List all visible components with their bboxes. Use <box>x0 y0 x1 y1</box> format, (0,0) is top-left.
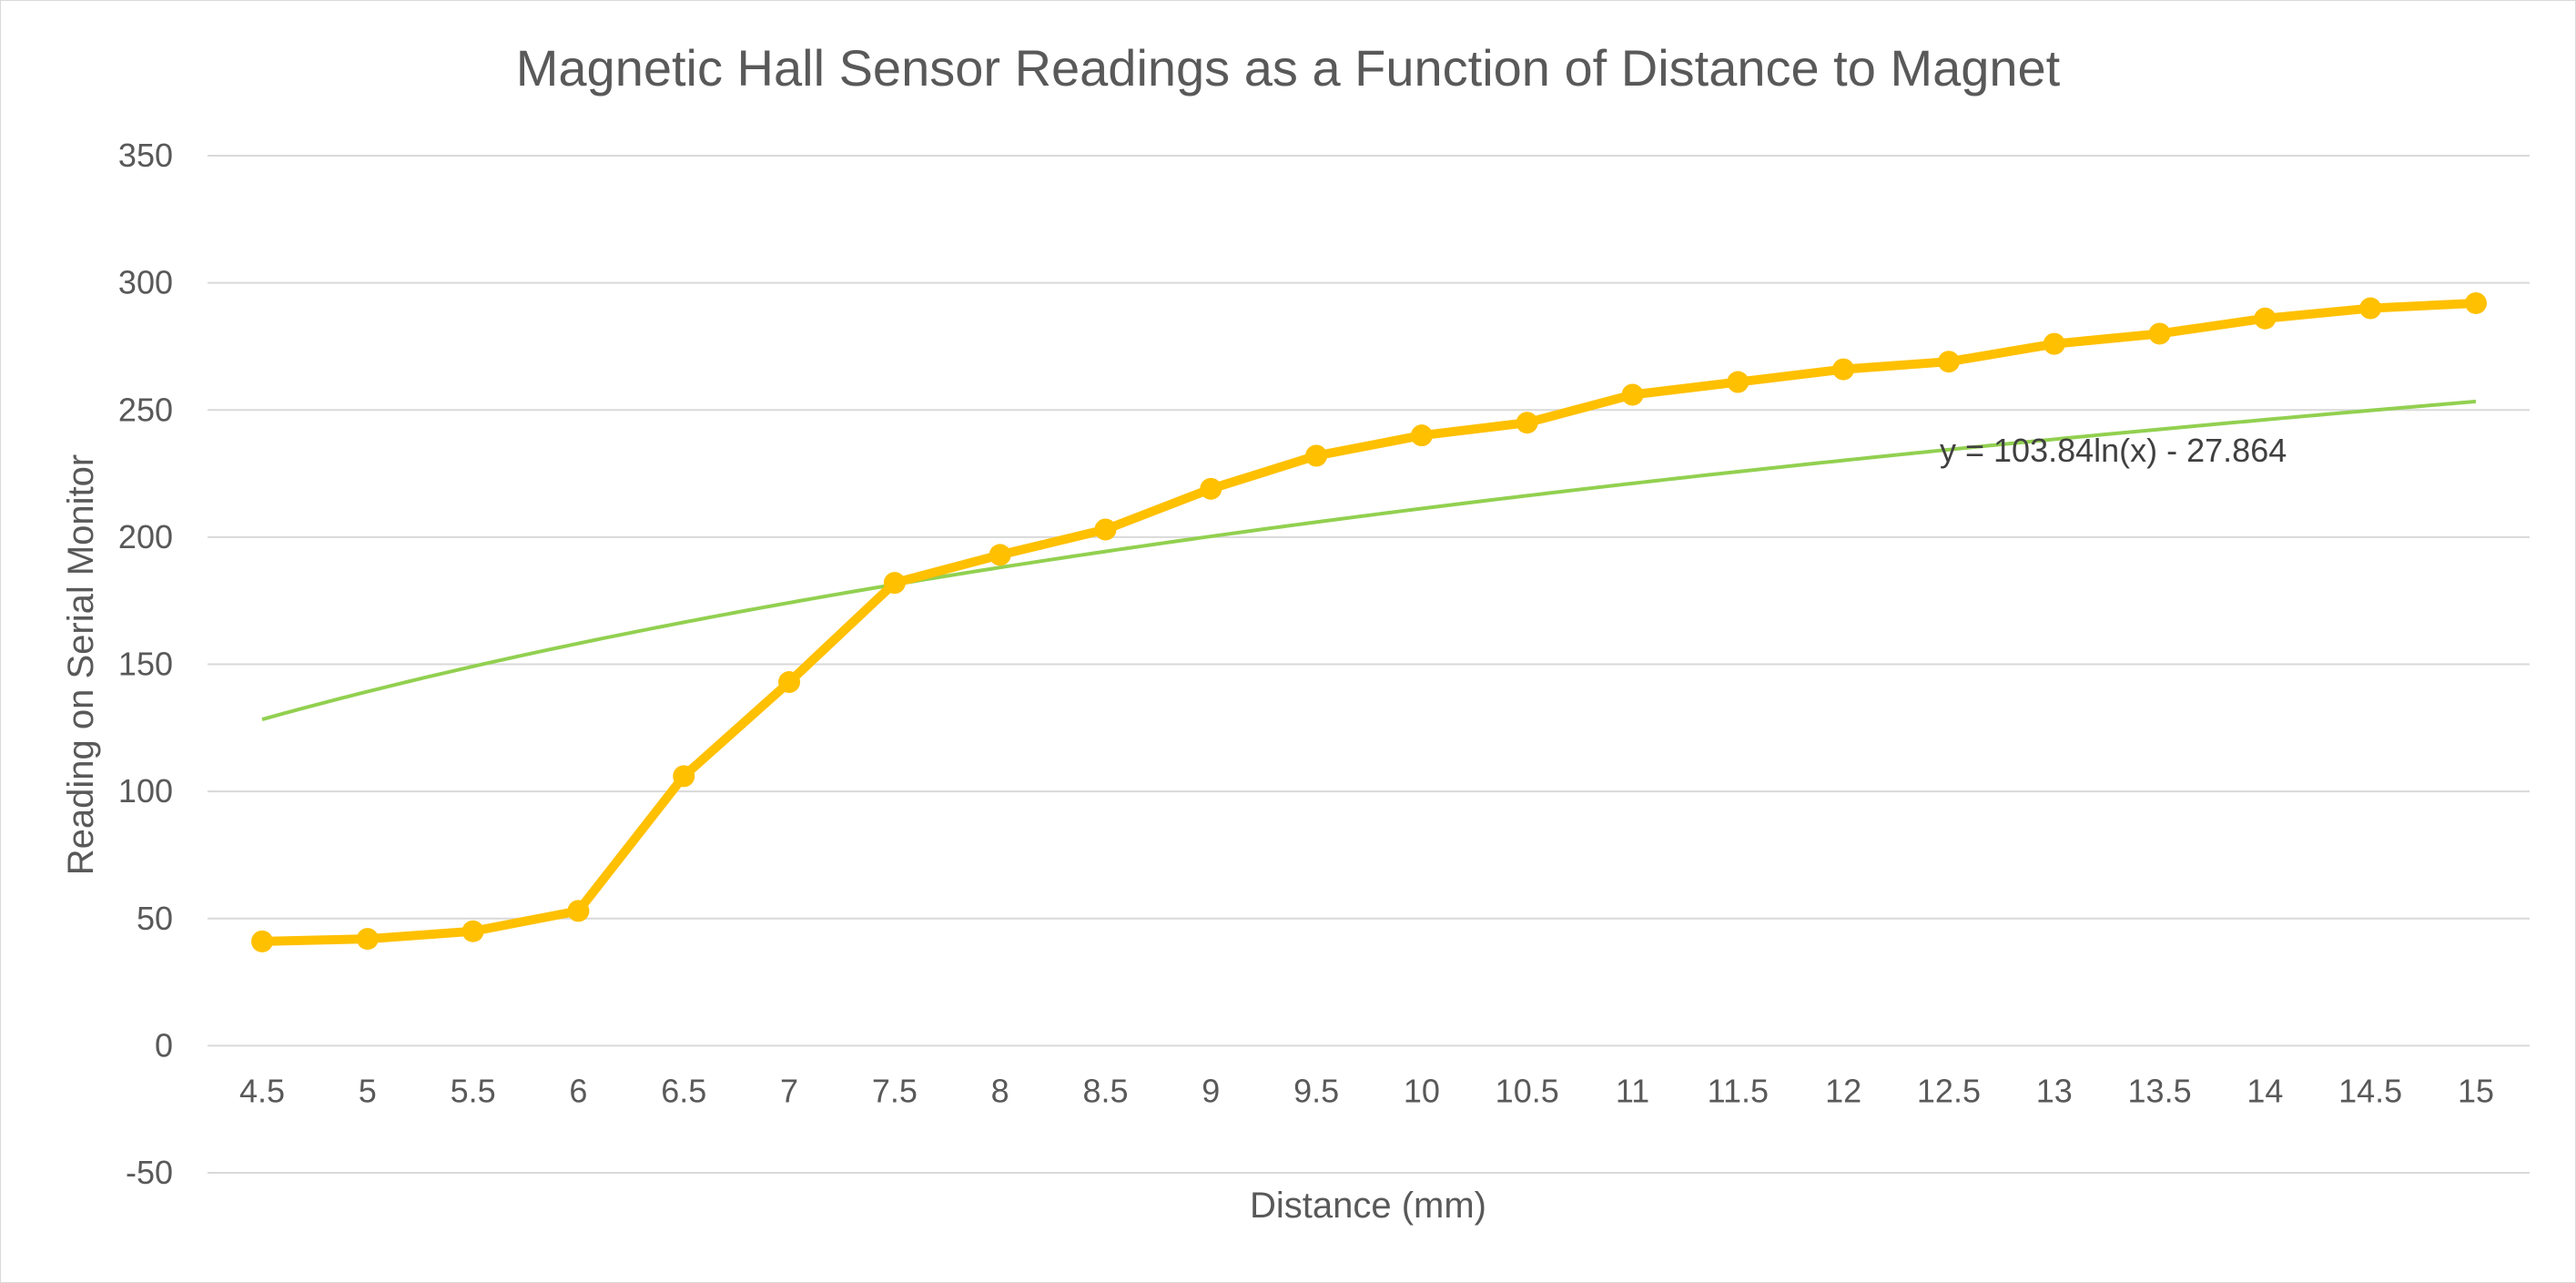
y-tick-label: 250 <box>118 391 173 428</box>
x-tick-label: 15 <box>2458 1072 2494 1109</box>
x-tick-label: 6.5 <box>661 1072 706 1109</box>
y-tick-label: 150 <box>118 646 173 683</box>
data-point <box>989 544 1011 566</box>
trendline-curve <box>261 399 2477 721</box>
x-axis-ticks: 4.5 5 5.5 6 6.5 7 7.5 8 8.5 9 9.5 10 10.5 11 11.5 12 12.… <box>239 1072 2494 1109</box>
x-tick-label: 12 <box>1825 1072 1861 1109</box>
x-tick-label: 14.5 <box>2338 1072 2402 1109</box>
data-point <box>2043 332 2065 355</box>
y-axis-ticks: -50 0 50 100 150 200 250 300 350 <box>118 137 173 1191</box>
y-tick-label: 200 <box>118 518 173 555</box>
x-tick-label: 5.5 <box>451 1072 496 1109</box>
data-point <box>1727 371 1749 393</box>
data-point <box>1516 412 1538 434</box>
data-point <box>883 572 906 595</box>
data-point <box>1200 477 1222 500</box>
chart-title: Magnetic Hall Sensor Readings as a Funct… <box>516 39 2061 97</box>
series-line <box>258 298 2480 946</box>
x-tick-label: 11.5 <box>1708 1072 1769 1109</box>
y-tick-label: 100 <box>118 772 173 810</box>
data-point <box>251 930 273 952</box>
x-tick-label: 5 <box>359 1072 377 1109</box>
data-point <box>1621 383 1644 406</box>
data-point <box>2359 297 2382 320</box>
data-point <box>567 900 590 922</box>
data-point <box>1832 358 1855 381</box>
data-point <box>1937 351 1960 373</box>
x-tick-label: 13.5 <box>2128 1072 2192 1109</box>
data-point <box>2148 322 2171 345</box>
x-tick-label: 6 <box>569 1072 587 1109</box>
x-tick-label: 9 <box>1202 1072 1220 1109</box>
y-tick-label: 0 <box>155 1026 173 1064</box>
x-tick-label: 8.5 <box>1082 1072 1128 1109</box>
x-tick-label: 9.5 <box>1293 1072 1339 1109</box>
trendline-equation: y = 103.84ln(x) - 27.864 <box>1940 432 2287 469</box>
trendline <box>261 399 2477 721</box>
data-point <box>356 928 379 951</box>
y-tick-label: 350 <box>118 137 173 174</box>
x-tick-label: 8 <box>991 1072 1009 1109</box>
data-point <box>1305 444 1328 467</box>
data-point <box>673 765 695 788</box>
y-tick-label: -50 <box>126 1154 173 1191</box>
x-tick-label: 14 <box>2246 1072 2283 1109</box>
y-tick-label: 300 <box>118 264 173 301</box>
series-readings <box>251 291 2487 952</box>
data-point <box>2254 307 2277 330</box>
gridlines <box>208 155 2530 1174</box>
data-point <box>1410 424 1433 447</box>
data-point <box>1094 518 1117 541</box>
x-tick-label: 7 <box>780 1072 798 1109</box>
x-tick-label: 10.5 <box>1496 1072 1559 1109</box>
data-point <box>2465 291 2487 314</box>
x-tick-label: 13 <box>2036 1072 2073 1109</box>
y-axis-title: Reading on Serial Monitor <box>61 454 101 875</box>
data-point <box>778 671 801 694</box>
y-tick-label: 50 <box>137 900 173 937</box>
data-point <box>461 920 484 942</box>
x-tick-label: 11 <box>1616 1072 1649 1109</box>
x-tick-label: 10 <box>1404 1072 1440 1109</box>
x-tick-label: 4.5 <box>239 1072 285 1109</box>
x-tick-label: 7.5 <box>872 1072 918 1109</box>
x-axis-title: Distance (mm) <box>1250 1186 1486 1226</box>
x-tick-label: 12.5 <box>1917 1072 1981 1109</box>
